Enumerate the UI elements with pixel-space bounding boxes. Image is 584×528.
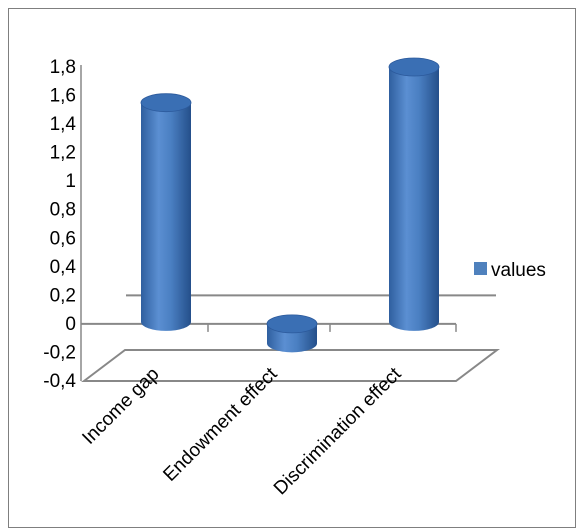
bar-top-cap xyxy=(389,58,439,76)
y-tick-label: -0,4 xyxy=(43,371,76,392)
y-axis-ticks: 1,8 1,6 1,4 1,2 1 0,8 0,6 0,4 0,2 0 -0,2 -0,4 xyxy=(43,57,76,392)
chart: 1,8 1,6 1,4 1,2 1 0,8 0,6 0,4 0,2 0 -0,2 -0,4 Incom… xyxy=(0,0,584,515)
y-tick-label: 0,4 xyxy=(50,257,77,278)
bar xyxy=(141,94,191,331)
y-tick-label: 0,2 xyxy=(50,285,76,306)
y-tick-label: -0,2 xyxy=(43,342,76,363)
y-tick-label: 1,6 xyxy=(50,86,76,107)
y-tick-label: 1,8 xyxy=(50,57,76,78)
category-label: Discrimination effect xyxy=(270,363,406,499)
bar-top-cap xyxy=(267,315,317,333)
legend-label: values xyxy=(491,260,546,281)
y-tick-label: 0 xyxy=(65,314,76,335)
y-tick-label: 1 xyxy=(65,171,76,192)
legend-swatch xyxy=(474,262,487,275)
bar-top-cap xyxy=(141,94,191,112)
y-tick-label: 0,8 xyxy=(50,200,76,221)
bar xyxy=(267,315,317,352)
bars xyxy=(141,58,439,352)
bar-body xyxy=(141,103,191,331)
y-tick-label: 1,2 xyxy=(50,143,76,164)
y-tick-label: 1,4 xyxy=(50,114,77,135)
y-tick-label: 0,6 xyxy=(50,228,76,249)
legend: values xyxy=(474,260,546,281)
bar-body xyxy=(389,67,439,331)
bar xyxy=(389,58,439,331)
